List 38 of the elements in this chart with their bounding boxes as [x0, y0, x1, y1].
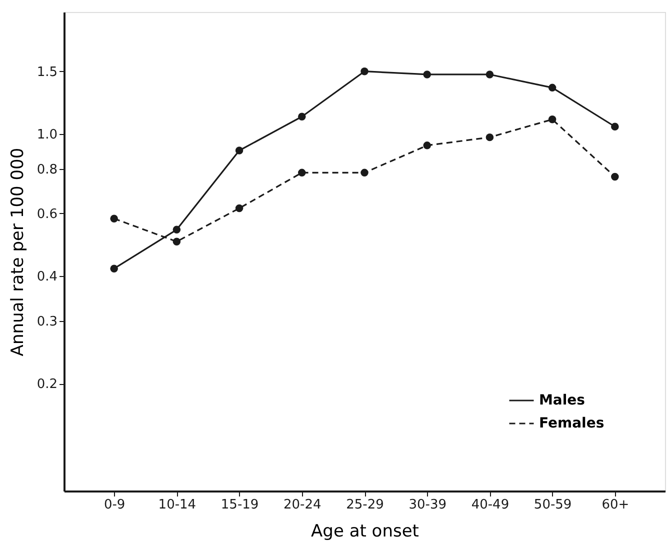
y-tick-label: 1.5 [36, 64, 58, 80]
point [423, 70, 431, 78]
y-tick-label: 0.8 [36, 162, 58, 178]
x-tick-label: 0-9 [104, 498, 126, 512]
x-tick-label: 60+ [602, 498, 630, 512]
x-tick-label: 30-39 [408, 498, 446, 512]
x-tick-label: 15-19 [220, 498, 259, 512]
legend-label: Males [539, 392, 586, 408]
point [611, 172, 619, 181]
y-tick-label: 1.0 [36, 128, 58, 143]
x-tick-label: 25-29 [346, 498, 384, 512]
point [486, 133, 494, 142]
y-tick-label: 0.2 [36, 377, 58, 392]
point [235, 146, 244, 154]
x-tick-label: 50-59 [534, 498, 572, 512]
point [486, 70, 494, 78]
point [548, 116, 556, 124]
x-tick-label: 10-14 [158, 498, 196, 512]
x-axis-title: Age at onset [311, 522, 420, 542]
y-axis-title: Annual rate per 100 000 [8, 148, 28, 356]
point [110, 214, 118, 222]
point [298, 168, 306, 177]
y-tick-label: 0.4 [36, 270, 58, 285]
x-tick-label: 20-24 [284, 498, 322, 512]
point [360, 168, 368, 177]
point [172, 238, 181, 246]
y-tick-label: 0.6 [36, 206, 58, 222]
point [423, 142, 431, 150]
legend-label: Females [539, 416, 604, 432]
point [360, 67, 368, 76]
x-tick-label: 40-49 [471, 498, 510, 512]
y-tick-label: 0.3 [36, 314, 58, 330]
point [611, 122, 619, 130]
point [172, 226, 181, 234]
point [235, 204, 244, 212]
point [298, 112, 306, 120]
point [110, 264, 118, 272]
point [548, 84, 556, 92]
